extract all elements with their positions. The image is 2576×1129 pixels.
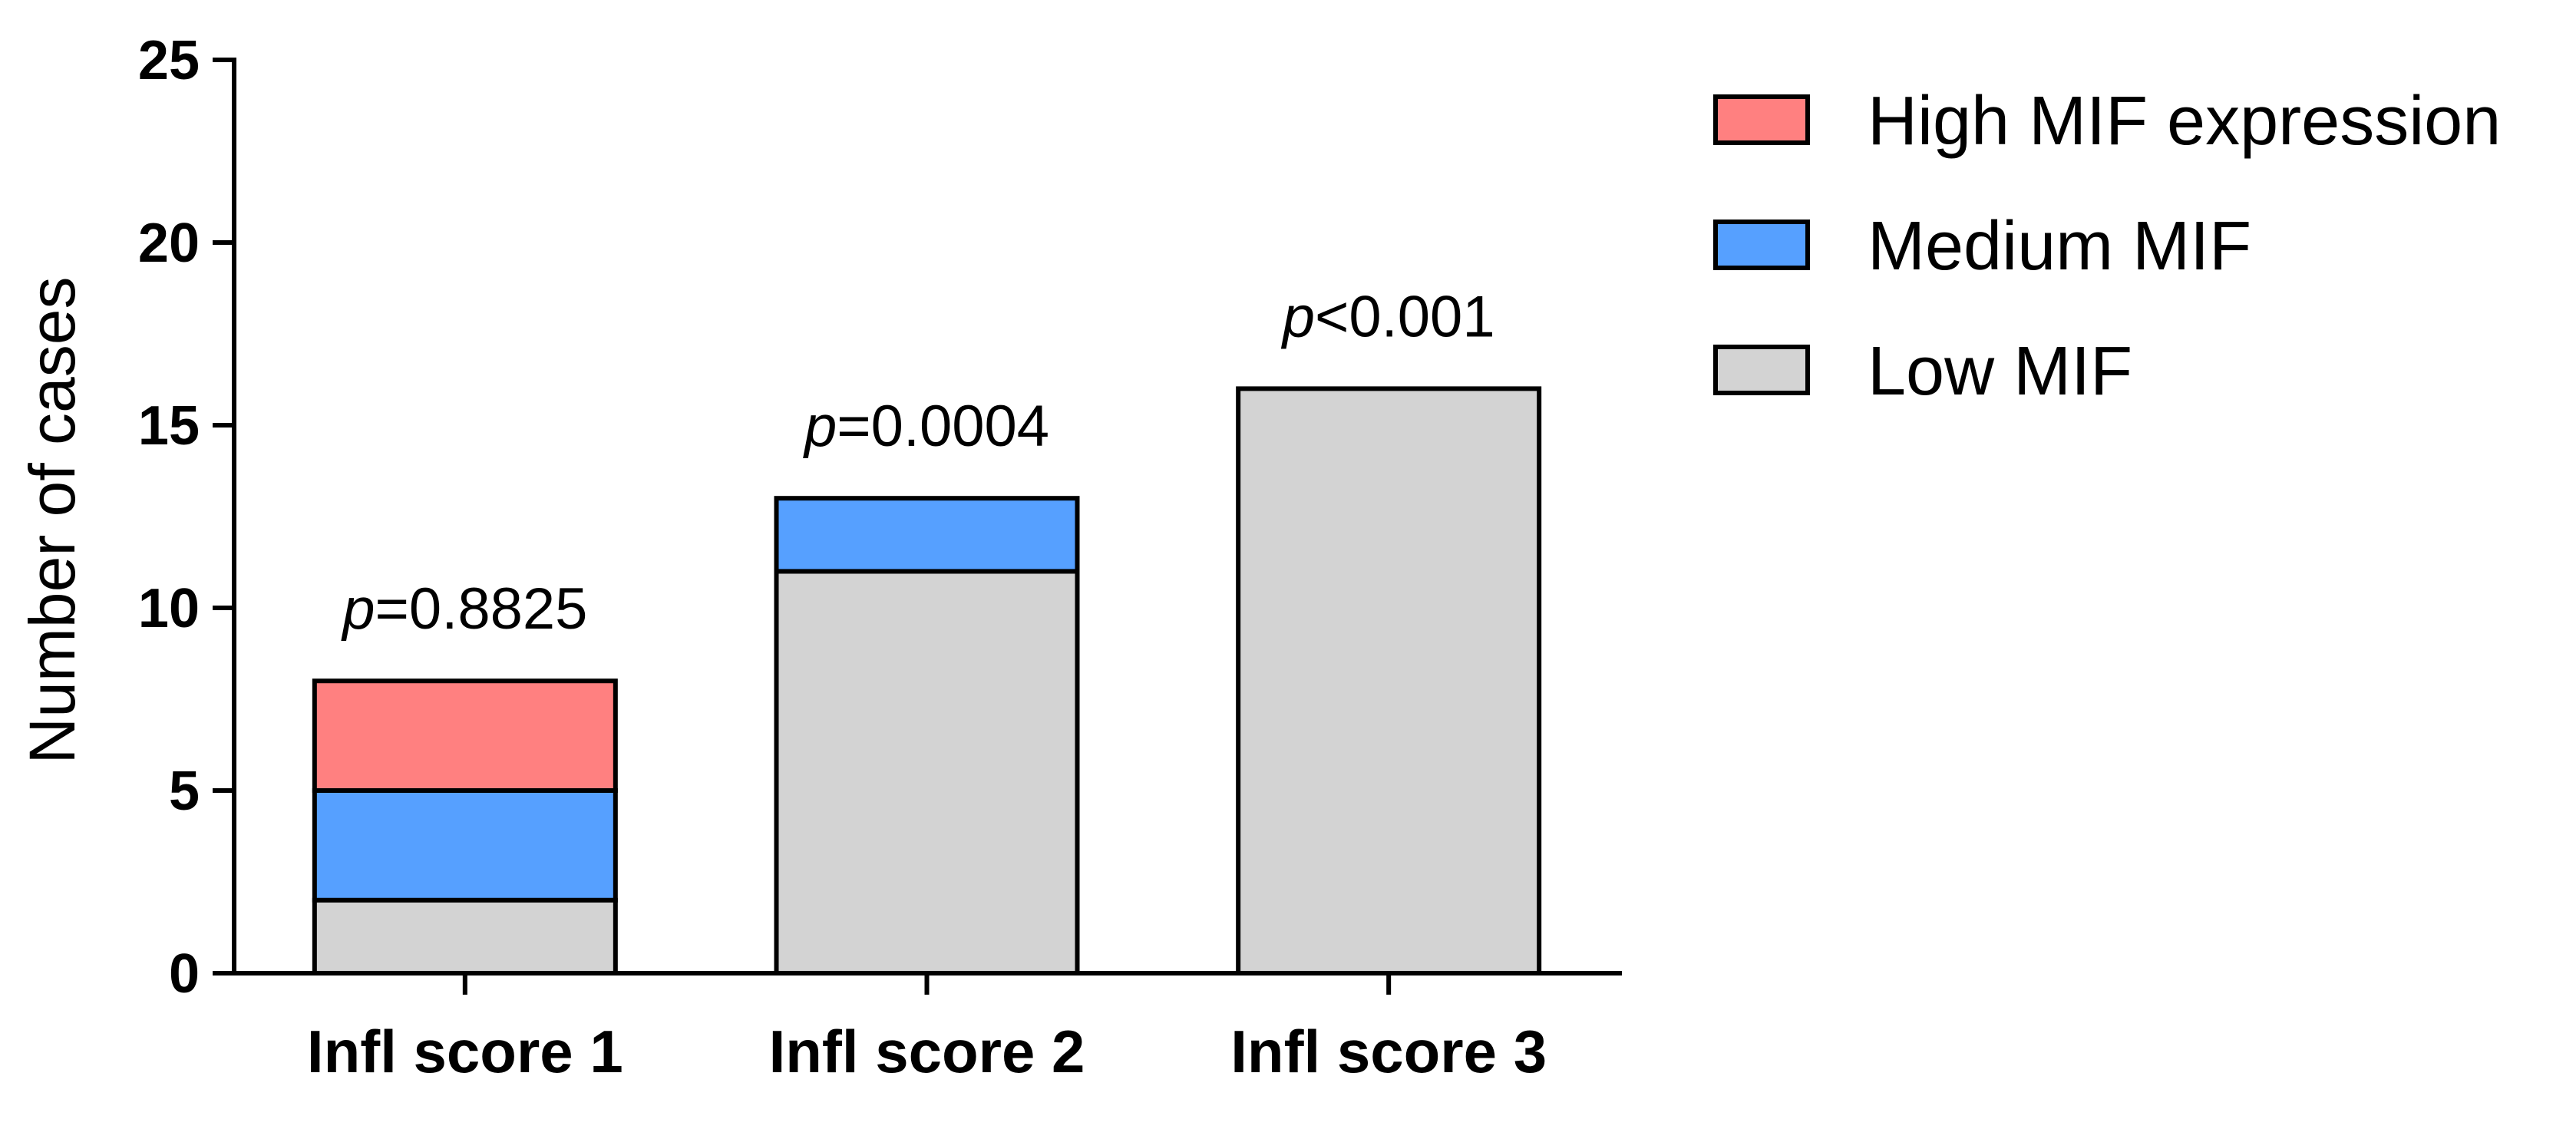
p-value-2: p=0.0004 bbox=[803, 394, 1049, 459]
legend-swatch-1 bbox=[1713, 94, 1810, 145]
p-value-text-1: =0.8825 bbox=[375, 576, 588, 642]
labels-layer: 0 5 10 15 20 25 Infl score 1 Infl score 2 Infl s… bbox=[16, 30, 1547, 1085]
legend: High MIF expression Medium MIF Low MIF bbox=[1713, 83, 2501, 410]
bars-layer bbox=[312, 386, 1542, 976]
bar-1-low-mif bbox=[312, 897, 618, 976]
p-value-1: p=0.8825 bbox=[341, 576, 587, 642]
p-value-italic-2: p bbox=[803, 394, 837, 459]
p-value-text-2: =0.0004 bbox=[837, 394, 1049, 459]
y-tick-label-0: 0 bbox=[169, 943, 200, 1005]
bar-1-medium-mif bbox=[312, 788, 618, 903]
bar-1-high-mif-expression bbox=[312, 678, 618, 794]
legend-swatch-2 bbox=[1713, 220, 1810, 270]
y-tick-label-15: 15 bbox=[138, 395, 200, 457]
p-value-italic-1: p bbox=[341, 576, 375, 642]
p-value-italic-3: p bbox=[1281, 284, 1315, 349]
y-axis-title: Number of cases bbox=[16, 277, 88, 764]
p-value-text-3: <0.001 bbox=[1315, 284, 1495, 349]
bar-2-low-mif bbox=[774, 569, 1080, 975]
x-tick-label-3: Infl score 3 bbox=[1230, 1018, 1547, 1085]
y-tick-label-25: 25 bbox=[138, 30, 200, 91]
y-tick-label-5: 5 bbox=[169, 761, 200, 822]
legend-swatch-3 bbox=[1713, 345, 1810, 395]
axes-layer bbox=[213, 58, 1622, 995]
x-tick-label-1: Infl score 1 bbox=[307, 1018, 623, 1085]
bar-2-medium-mif bbox=[774, 496, 1080, 574]
p-value-3: p<0.001 bbox=[1281, 284, 1495, 349]
legend-label-2: Medium MIF bbox=[1868, 208, 2251, 285]
legend-label-1: High MIF expression bbox=[1868, 83, 2501, 160]
x-tick-label-2: Infl score 2 bbox=[769, 1018, 1085, 1085]
legend-label-3: Low MIF bbox=[1868, 333, 2132, 410]
bar-3-low-mif bbox=[1236, 386, 1542, 975]
y-tick-label-10: 10 bbox=[138, 578, 200, 639]
y-tick-label-20: 20 bbox=[138, 213, 200, 274]
